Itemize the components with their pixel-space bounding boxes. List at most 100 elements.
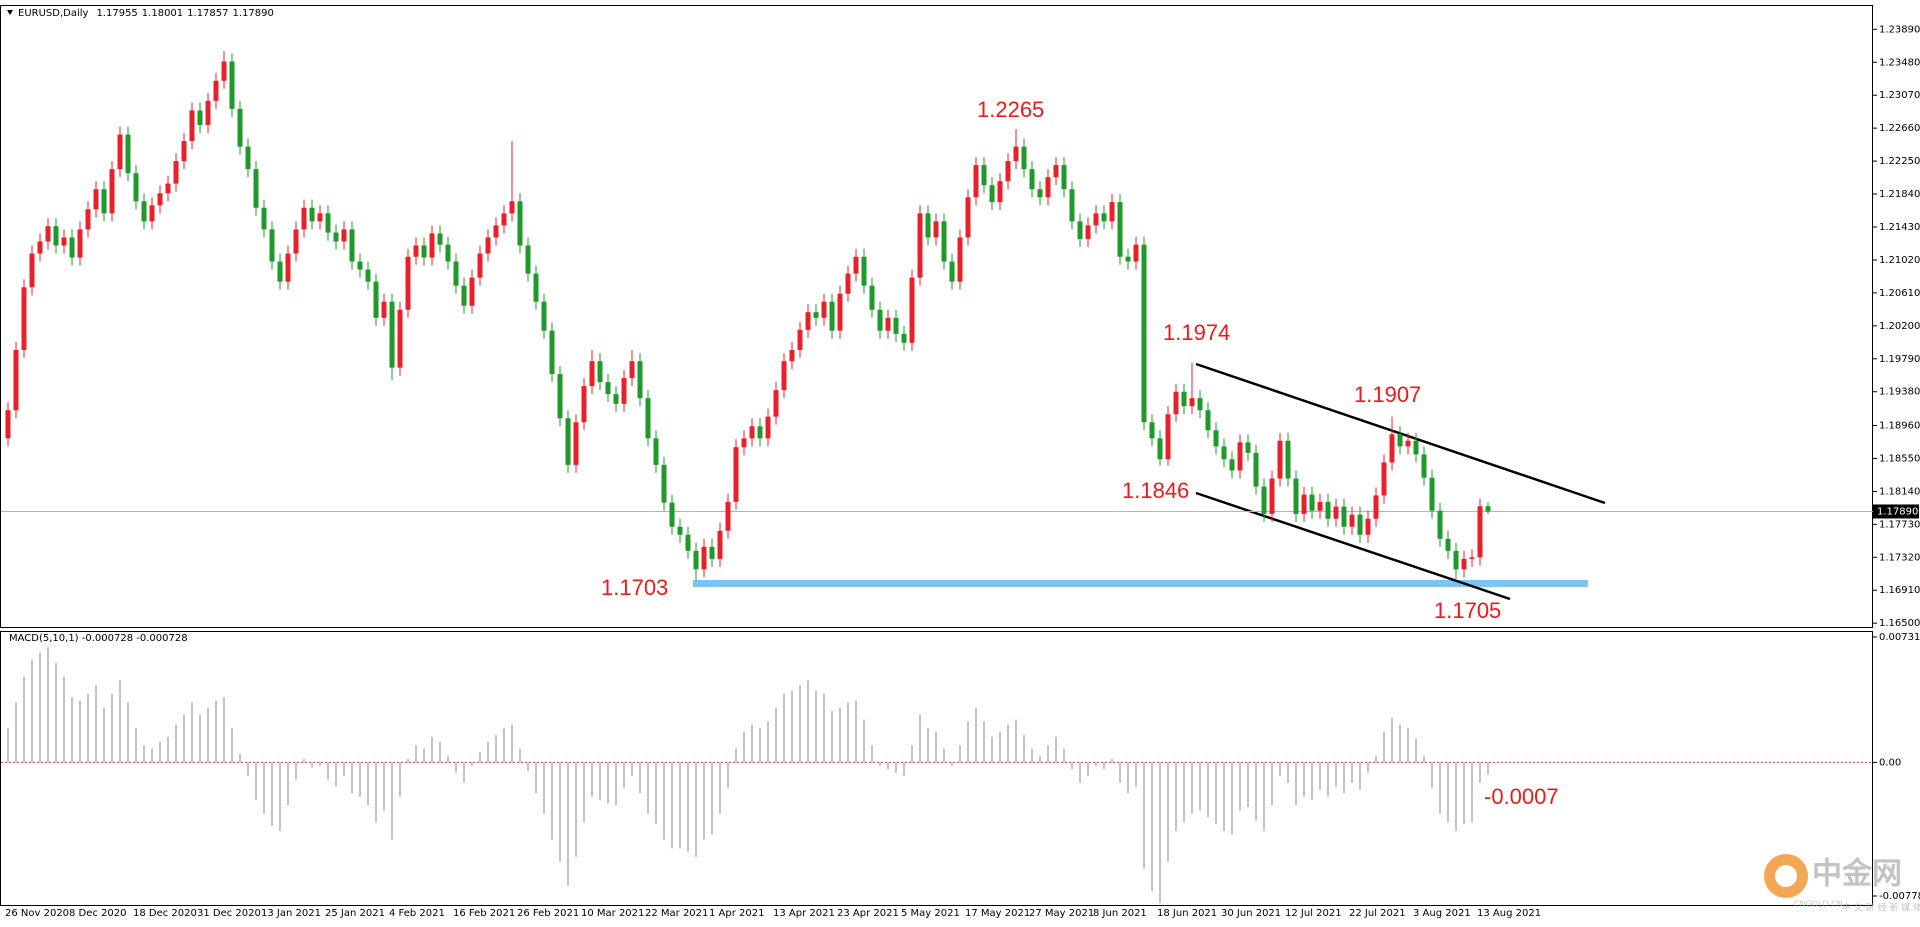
macd-bar: [679, 762, 681, 849]
x-tick-label: 8 Jun 2021: [1093, 908, 1147, 919]
macd-bar: [631, 762, 633, 777]
macd-bar: [471, 762, 473, 766]
candle-body: [981, 165, 987, 186]
annotation: 1.1974: [1163, 320, 1230, 345]
annotation: 1.1703: [601, 575, 668, 600]
candle-body: [989, 185, 995, 203]
candle-body: [813, 312, 819, 318]
header: EURUSD,Daily 1.17955 1.18001 1.17857 1.17890: [18, 8, 274, 19]
macd-bar: [1399, 724, 1401, 763]
symbol: EURUSD,Daily: [18, 8, 89, 19]
macd-bar: [39, 652, 41, 763]
candle-body: [1373, 495, 1379, 519]
candle-body: [437, 233, 443, 245]
candle-body: [1245, 442, 1251, 453]
candle-body: [1085, 225, 1091, 240]
macd-bar: [167, 736, 169, 763]
candle-body: [893, 317, 899, 334]
macd-bar: [407, 758, 409, 763]
candle-body: [413, 245, 419, 257]
candle-body: [405, 256, 411, 310]
macd-bar: [759, 728, 761, 763]
macd-bar: [887, 762, 889, 770]
candle-body: [1461, 558, 1467, 570]
macd-bar: [423, 748, 425, 763]
candle-body: [797, 329, 803, 350]
x-tick-label: 8 Dec 2020: [69, 908, 127, 919]
macd-bar: [439, 741, 441, 763]
candle-body: [301, 207, 307, 230]
macd-bar: [1055, 736, 1057, 763]
candle-body: [1189, 398, 1195, 407]
candle-body: [621, 378, 627, 404]
candle-body: [829, 301, 835, 331]
candle-body: [765, 416, 771, 439]
candle-body: [1333, 506, 1339, 519]
candle-body: [21, 287, 27, 350]
candle-body: [229, 61, 235, 109]
candle-body: [941, 221, 947, 262]
x-tick-label: 13 Apr 2021: [773, 908, 835, 919]
macd-bar: [463, 762, 465, 783]
candle-body: [1325, 501, 1331, 519]
macd-bar: [903, 762, 905, 777]
y-tick-label: 1.16910: [1879, 585, 1920, 596]
last-price-tag: [1873, 504, 1919, 519]
marks: 1.23890 1.23480 1.23070 1.22660 1.22250 1.218…: [1, 24, 1920, 919]
macd-bar: [1279, 762, 1281, 777]
logo-inner: [1775, 865, 1797, 887]
candle-body: [157, 193, 163, 206]
annotation: 1.2265: [977, 97, 1044, 122]
candle-body: [325, 213, 331, 233]
macd-bar: [1439, 762, 1441, 814]
candle-body: [565, 418, 571, 465]
macd-bar: [575, 762, 577, 857]
candle-body: [805, 312, 811, 330]
candle-body: [1013, 146, 1019, 162]
candle-body: [1045, 177, 1051, 198]
macd-bar: [359, 762, 361, 797]
macd-bar: [895, 762, 897, 773]
macd-bar: [447, 755, 449, 763]
candle-body: [885, 317, 891, 331]
candle-body: [1061, 165, 1067, 190]
x-tick-label: 18 Dec 2020: [133, 908, 197, 919]
y-tick-label: 0.00: [1879, 757, 1901, 768]
candle-body: [853, 256, 859, 274]
candle-body: [1101, 213, 1107, 222]
open: 1.17955: [96, 8, 137, 19]
x-tick-label: 18 Jun 2021: [1157, 908, 1217, 919]
macd-bar: [31, 659, 33, 763]
macd-bar: [743, 731, 745, 763]
candle-body: [1477, 506, 1483, 558]
candle-body: [117, 134, 123, 170]
candle-body: [557, 374, 563, 419]
macd-bar: [951, 762, 953, 766]
macd-bar: [1135, 762, 1137, 787]
macd-bar: [551, 762, 553, 840]
candle-body: [1381, 462, 1387, 496]
candle-body: [741, 438, 747, 448]
macd-bar: [1215, 762, 1217, 825]
y-tick-label: 1.21020: [1879, 255, 1920, 266]
candle-body: [549, 330, 555, 375]
macd-bar: [735, 748, 737, 763]
macd-bar: [775, 707, 777, 763]
macd-bar: [1431, 762, 1433, 789]
macd-bar: [1175, 762, 1177, 832]
macd-bar: [663, 762, 665, 840]
candle-body: [365, 269, 371, 282]
candle-body: [669, 502, 675, 527]
macd-bar: [119, 680, 121, 763]
candle-body: [1429, 477, 1435, 511]
candle-body: [269, 229, 275, 262]
candle-body: [469, 277, 475, 306]
y-tick-label: 1.20200: [1879, 321, 1920, 332]
y-tick-label: 1.20610: [1879, 288, 1920, 299]
candle-body: [477, 253, 483, 278]
macd-bar: [1391, 717, 1393, 763]
candle-body: [373, 281, 379, 318]
macd-bar: [1079, 762, 1081, 783]
candle-body: [749, 426, 755, 439]
candle-body: [693, 550, 699, 570]
